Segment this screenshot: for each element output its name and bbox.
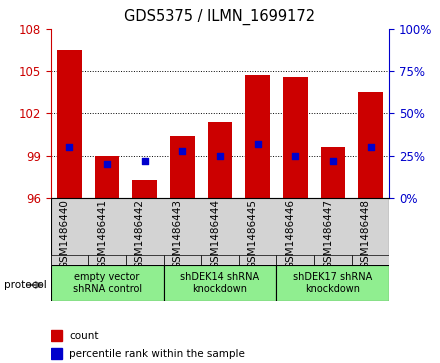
Bar [246, 76, 270, 198]
Bar [283, 77, 308, 198]
Point [66, 144, 73, 150]
Bar [321, 147, 345, 198]
Text: GSM1486448: GSM1486448 [360, 199, 370, 269]
Bar [51, 330, 62, 341]
Point [103, 161, 110, 167]
Bar [51, 255, 88, 265]
Bar [276, 255, 314, 265]
Text: shDEK17 shRNA
knockdown: shDEK17 shRNA knockdown [293, 272, 373, 294]
Bar [358, 92, 383, 198]
Text: GSM1486445: GSM1486445 [248, 199, 258, 269]
Bar [276, 265, 389, 301]
Bar [164, 255, 201, 265]
Bar [170, 136, 194, 198]
Text: GSM1486446: GSM1486446 [285, 199, 295, 269]
Text: percentile rank within the sample: percentile rank within the sample [69, 349, 245, 359]
Bar [132, 180, 157, 198]
Text: empty vector
shRNA control: empty vector shRNA control [73, 272, 142, 294]
Bar [208, 122, 232, 198]
Bar [314, 255, 352, 265]
Point [254, 141, 261, 147]
Point [141, 158, 148, 164]
Bar [51, 265, 164, 301]
Text: protocol: protocol [4, 280, 47, 290]
Bar [352, 255, 389, 265]
Bar [126, 255, 164, 265]
Bar [239, 255, 276, 265]
Point [216, 153, 224, 159]
Bar [95, 156, 119, 198]
Bar [88, 255, 126, 265]
Bar [51, 348, 62, 359]
Text: GSM1486447: GSM1486447 [323, 199, 333, 269]
Text: GSM1486444: GSM1486444 [210, 199, 220, 269]
Point [367, 144, 374, 150]
Text: GDS5375 / ILMN_1699172: GDS5375 / ILMN_1699172 [125, 9, 315, 25]
Bar [164, 265, 276, 301]
Bar [201, 255, 239, 265]
Text: shDEK14 shRNA
knockdown: shDEK14 shRNA knockdown [180, 272, 260, 294]
Text: GSM1486442: GSM1486442 [135, 199, 145, 269]
Point [292, 153, 299, 159]
Text: GSM1486440: GSM1486440 [59, 199, 70, 269]
Text: GSM1486443: GSM1486443 [172, 199, 182, 269]
Point [330, 158, 337, 164]
Text: count: count [69, 331, 99, 341]
Point [179, 148, 186, 154]
Bar [57, 50, 82, 198]
Text: GSM1486441: GSM1486441 [97, 199, 107, 269]
